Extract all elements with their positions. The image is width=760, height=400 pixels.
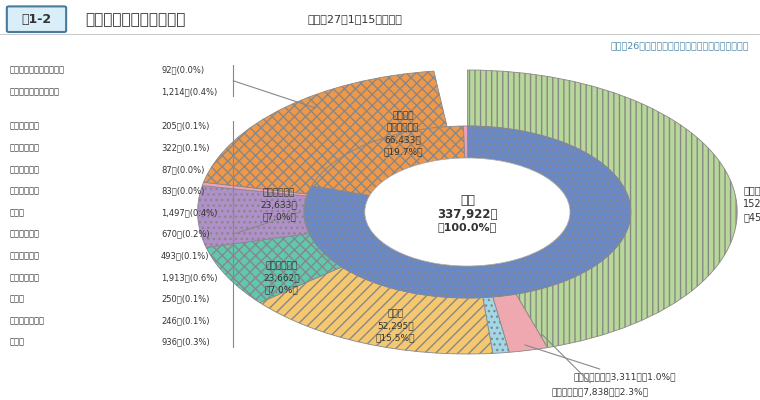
Text: 医療職（一）: 医療職（一） xyxy=(9,230,39,239)
Wedge shape xyxy=(467,70,737,348)
Text: （平成27年1月15日現在）: （平成27年1月15日現在） xyxy=(307,14,402,24)
Wedge shape xyxy=(312,126,465,196)
Text: 83人(0.0%): 83人(0.0%) xyxy=(161,186,204,196)
Text: 87人(0.0%): 87人(0.0%) xyxy=(161,165,204,174)
Text: 公安職（二）
23,633人
（7.0%）: 公安職（二） 23,633人 （7.0%） xyxy=(261,188,297,221)
Text: 専門スタッフ職: 専門スタッフ職 xyxy=(9,316,44,325)
Text: 図1-2: 図1-2 xyxy=(21,13,52,26)
Wedge shape xyxy=(492,294,547,352)
Text: （100.0%）: （100.0%） xyxy=(438,222,497,232)
Text: 337,922人: 337,922人 xyxy=(437,208,498,220)
Text: （平成26年度一般職の国家公務員の任用状況調査）: （平成26年度一般職の国家公務員の任用状況調査） xyxy=(610,42,749,50)
Wedge shape xyxy=(204,71,447,194)
Text: （45.2%）: （45.2%） xyxy=(743,212,760,222)
Text: 教育職（二）: 教育職（二） xyxy=(9,186,39,196)
Text: 海事職（二）: 海事職（二） xyxy=(9,143,39,152)
Wedge shape xyxy=(206,234,342,303)
Text: 福祉職: 福祉職 xyxy=(9,294,24,304)
Text: 総数: 総数 xyxy=(460,194,475,206)
Text: 1,214人(0.4%): 1,214人(0.4%) xyxy=(161,87,217,96)
Wedge shape xyxy=(202,182,308,196)
Text: 250人(0.1%): 250人(0.1%) xyxy=(161,294,210,304)
Text: 92人(0.0%): 92人(0.0%) xyxy=(161,66,204,74)
Text: 特定独立
行政法人職員
66,433人
（19.7%）: 特定独立 行政法人職員 66,433人 （19.7%） xyxy=(383,112,423,156)
Text: 936人(0.3%): 936人(0.3%) xyxy=(161,338,210,347)
Wedge shape xyxy=(304,126,631,298)
Text: 海事職（一）: 海事職（一） xyxy=(9,122,39,131)
Text: 152,742人: 152,742人 xyxy=(743,198,760,208)
Text: 職員の俸給表別在職状況: 職員の俸給表別在職状況 xyxy=(85,12,185,27)
Text: 医療職（二）: 医療職（二） xyxy=(9,251,39,260)
Wedge shape xyxy=(483,297,509,353)
Text: 指定職: 指定職 xyxy=(9,338,24,347)
Text: 給与法適用職員
270,183人
（80.0%）: 給与法適用職員 270,183人 （80.0%） xyxy=(469,219,511,252)
Text: 205人(0.1%): 205人(0.1%) xyxy=(161,122,210,131)
Text: 493人(0.1%): 493人(0.1%) xyxy=(161,251,210,260)
Circle shape xyxy=(365,158,570,266)
Text: 税務職
52,295人
（15.5%）: 税務職 52,295人 （15.5%） xyxy=(375,310,415,342)
Text: 医療職（三）: 医療職（三） xyxy=(9,273,39,282)
Text: 322人(0.1%): 322人(0.1%) xyxy=(161,143,210,152)
Text: 1,497人(0.4%): 1,497人(0.4%) xyxy=(161,208,217,217)
Wedge shape xyxy=(198,186,309,248)
Text: 任期付研究員法適用職員: 任期付研究員法適用職員 xyxy=(9,66,64,74)
Wedge shape xyxy=(260,267,492,354)
Text: 教育職（一）: 教育職（一） xyxy=(9,165,39,174)
Wedge shape xyxy=(464,126,467,158)
Text: 行政職（二）　3,311人（1.0%）: 行政職（二） 3,311人（1.0%） xyxy=(524,345,676,382)
Text: 670人(0.2%): 670人(0.2%) xyxy=(161,230,210,239)
Text: 任期付職員法適用職員: 任期付職員法適用職員 xyxy=(9,87,59,96)
Text: 1,913人(0.6%): 1,913人(0.6%) xyxy=(161,273,217,282)
Text: 専門行政職　7,838人（2.3%）: 専門行政職 7,838人（2.3%） xyxy=(542,334,648,396)
Text: 研究職: 研究職 xyxy=(9,208,24,217)
FancyBboxPatch shape xyxy=(7,6,66,32)
Text: 行政職（一）: 行政職（一） xyxy=(743,185,760,195)
Text: 246人(0.1%): 246人(0.1%) xyxy=(161,316,210,325)
Text: 公安職（一）
23,662人
（7.0%）: 公安職（一） 23,662人 （7.0%） xyxy=(263,262,299,294)
